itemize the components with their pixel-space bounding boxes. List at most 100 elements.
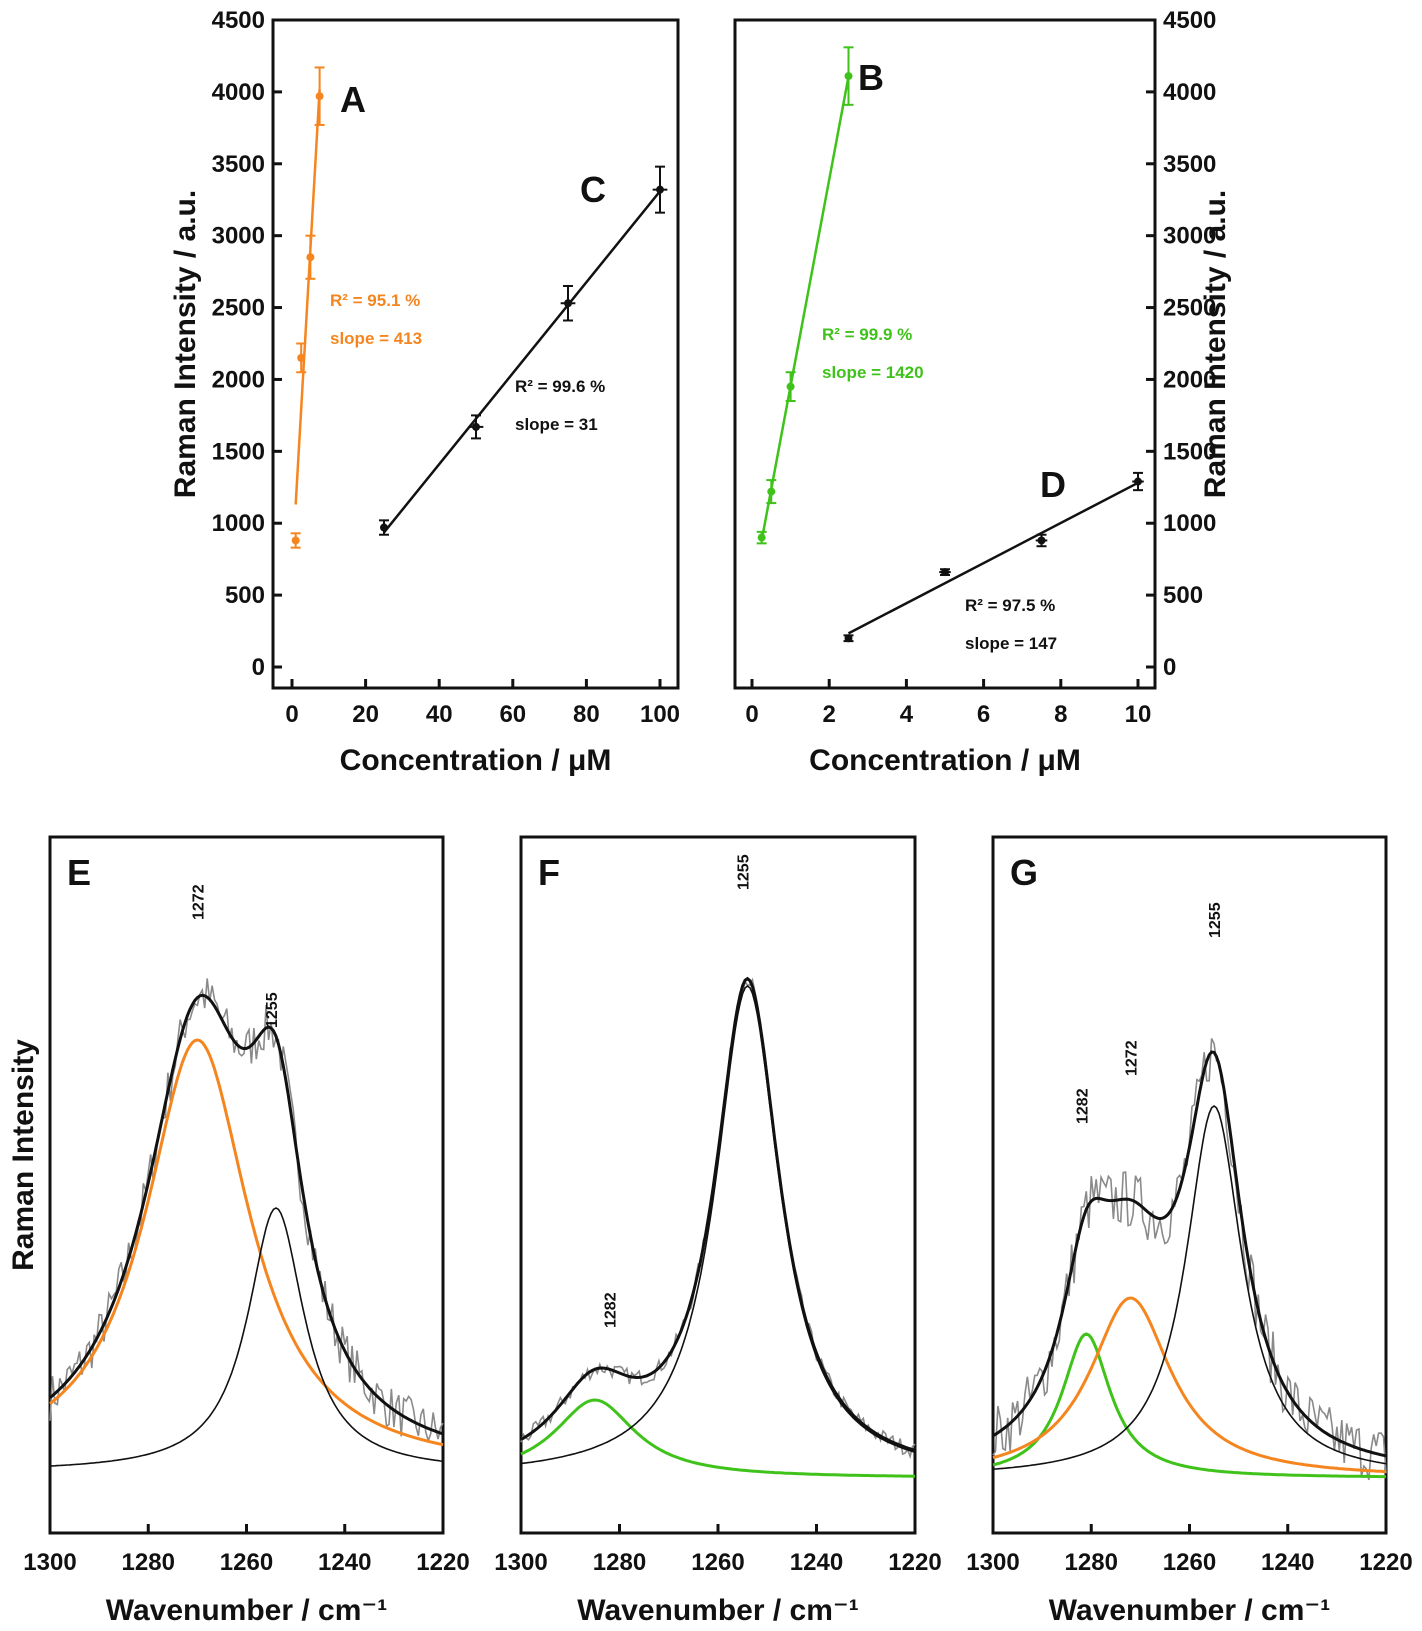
y-tick-label: 0 <box>1163 654 1176 681</box>
x-tick-label: 4 <box>900 701 914 728</box>
x-tick-label: 1300 <box>23 1549 76 1576</box>
fit-sum <box>992 1050 1387 1458</box>
raw-spectrum <box>49 978 444 1444</box>
x-tick-label: 100 <box>640 701 680 728</box>
fit-component-band-1255 <box>49 1207 444 1467</box>
x-tick-label: 60 <box>499 701 526 728</box>
peak-label-1255: 1255 <box>736 854 753 890</box>
y-tick-label: 3500 <box>1163 151 1216 178</box>
y-tick-label: 4000 <box>212 79 265 106</box>
r-squared-label: R² = 97.5 % <box>965 596 1055 615</box>
x-axis-title: Wavenumber / cm⁻¹ <box>577 1594 858 1627</box>
x-tick-label: 1280 <box>593 1549 646 1576</box>
y-tick-label: 4500 <box>1163 7 1216 34</box>
panel-letter-e: E <box>67 852 91 893</box>
y-tick-label: 3000 <box>1163 223 1216 250</box>
x-tick-label: 1280 <box>1065 1549 1118 1576</box>
r-squared-label: R² = 99.9 % <box>822 325 912 344</box>
y-tick-label: 2500 <box>212 295 265 322</box>
data-point <box>844 634 853 643</box>
r-squared-label: R² = 95.1 % <box>330 291 420 310</box>
x-axis-title: Wavenumber / cm⁻¹ <box>106 1594 387 1627</box>
x-tick-label: 1260 <box>220 1549 273 1576</box>
series-a: A R² = 95.1 % slope = 413 <box>290 66 422 549</box>
fit-component-band-1255 <box>520 984 916 1465</box>
slope-label: slope = 413 <box>330 329 422 348</box>
y-tick-label: 2000 <box>1163 366 1216 393</box>
y-tick-label: 500 <box>1163 582 1203 609</box>
data-point <box>757 533 766 542</box>
fit-line <box>760 76 850 541</box>
x-tick-label: 0 <box>285 701 298 728</box>
series-letter-d: D <box>1040 464 1066 505</box>
raw-spectrum <box>520 977 916 1460</box>
x-tick-label: 0 <box>745 701 758 728</box>
x-tick-label: 1260 <box>1163 1549 1216 1576</box>
data-point <box>786 382 795 391</box>
series-c: C R² = 99.6 % slope = 31 <box>379 165 668 536</box>
slope-label: slope = 147 <box>965 634 1057 653</box>
y-tick-label: 4500 <box>212 7 265 34</box>
data-point <box>297 353 306 362</box>
x-tick-label: 6 <box>977 701 990 728</box>
data-point <box>564 299 572 308</box>
x-tick-label: 1300 <box>966 1549 1019 1576</box>
x-tick-label: 80 <box>573 701 600 728</box>
data-point <box>767 487 776 496</box>
x-tick-label: 1300 <box>494 1549 547 1576</box>
y-tick-label: 1500 <box>212 438 265 465</box>
x-tick-label: 40 <box>426 701 453 728</box>
panel-letter-g: G <box>1010 852 1038 893</box>
data-point <box>380 523 388 532</box>
series-b: B R² = 99.9 % slope = 1420 <box>756 46 924 545</box>
panel-letter-f: F <box>538 852 560 893</box>
x-tick-label: 1220 <box>416 1549 469 1576</box>
data-point <box>1037 536 1046 545</box>
fit-component-band-1255 <box>992 1104 1387 1470</box>
x-axis-title: Concentration / μM <box>809 744 1081 777</box>
peak-label-1272: 1272 <box>190 884 207 920</box>
y-axis-title: Raman Intensity <box>7 1039 40 1271</box>
y-tick-label: 1500 <box>1163 438 1216 465</box>
fit-component-band-1272 <box>992 1296 1387 1474</box>
fit-line <box>847 481 1139 635</box>
data-point <box>315 92 324 101</box>
peak-label-1282: 1282 <box>1074 1088 1091 1124</box>
fit-line <box>294 89 321 505</box>
y-tick-label: 2000 <box>212 366 265 393</box>
data-point <box>306 253 315 262</box>
x-tick-label: 1260 <box>691 1549 744 1576</box>
calibration-chart-ac: 0 500 1000 1500 2000 2500 3000 3500 4000 4500 0 20 4… <box>169 7 680 777</box>
data-point <box>1134 477 1142 486</box>
fit-line <box>383 190 661 534</box>
x-tick-label: 1240 <box>1261 1549 1314 1576</box>
fit-sum <box>49 993 444 1436</box>
y-tick-label: 3000 <box>212 223 265 250</box>
fit-component-band-1272 <box>49 1038 444 1447</box>
x-tick-label: 8 <box>1054 701 1067 728</box>
x-tick-label: 20 <box>352 701 379 728</box>
series-letter-c: C <box>580 169 606 210</box>
y-tick-label: 1000 <box>1163 510 1216 537</box>
y-tick-label: 2500 <box>1163 295 1216 322</box>
data-point <box>844 72 853 81</box>
plot-frame <box>519 835 917 1535</box>
y-tick-label: 3500 <box>212 151 265 178</box>
fit-component-band-1282 <box>992 1332 1386 1479</box>
plot-frame <box>271 18 680 690</box>
peak-label-1255: 1255 <box>1207 902 1224 938</box>
series-d: D R² = 97.5 % slope = 147 <box>843 464 1144 653</box>
y-tick-label: 4000 <box>1163 79 1216 106</box>
y-tick-label: 0 <box>252 654 265 681</box>
y-axis-title: Raman Intensity / a.u. <box>169 190 202 498</box>
peak-label-1272: 1272 <box>1124 1040 1141 1076</box>
fit-sum <box>520 976 916 1452</box>
x-tick-label: 1220 <box>888 1549 941 1576</box>
peak-label-1282: 1282 <box>603 1292 620 1328</box>
series-letter-b: B <box>858 57 884 98</box>
data-point <box>941 568 949 577</box>
plot-frame <box>48 835 445 1535</box>
r-squared-label: R² = 99.6 % <box>515 377 605 396</box>
plot-frame <box>733 18 1157 690</box>
